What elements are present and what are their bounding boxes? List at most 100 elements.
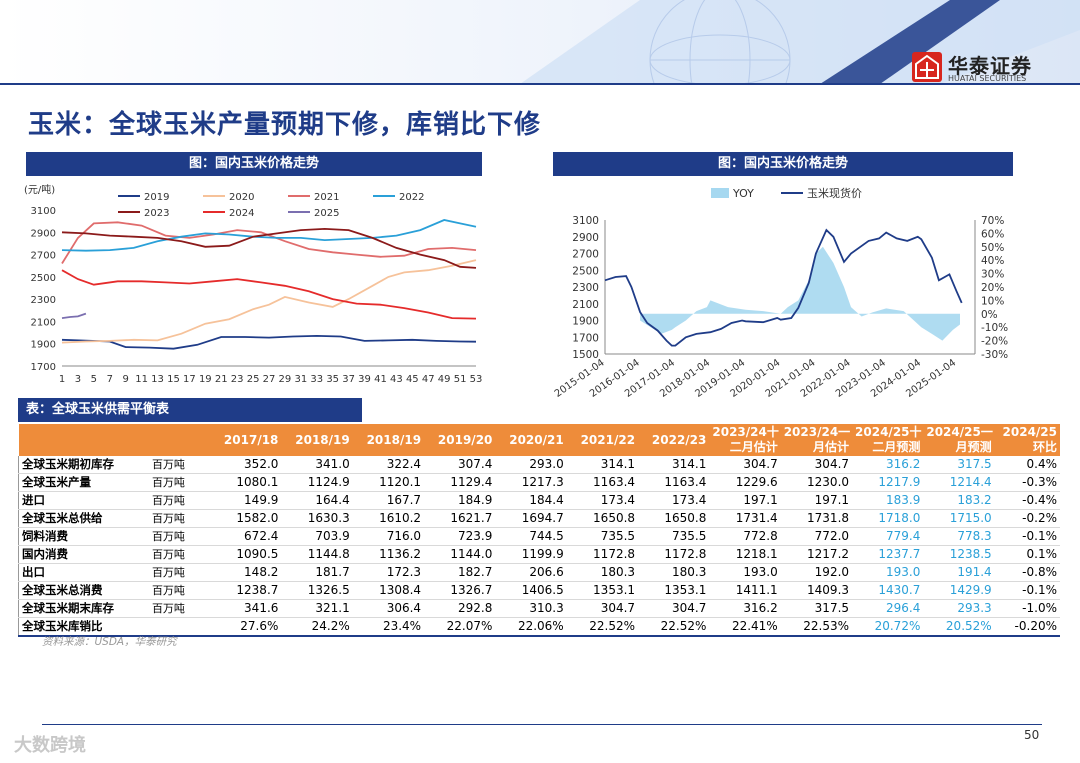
chart1-xtick-label: 39	[358, 374, 371, 385]
logo-text: 华泰证券	[948, 54, 1032, 78]
table-cell: 316.2	[852, 456, 924, 474]
table-cell: 20.72%	[852, 617, 924, 637]
table-cell: 184.9	[424, 491, 496, 510]
table-cell: 1650.8	[638, 509, 710, 528]
chart1-unit-label: (元/吨)	[24, 183, 55, 196]
table-header-cell: 2018/19	[281, 424, 353, 456]
table-cell: 22.06%	[495, 617, 567, 637]
table-cell: 1308.4	[352, 581, 425, 600]
table-cell: 1163.4	[638, 473, 710, 492]
table-cell: 184.4	[495, 491, 567, 510]
header-line1: 2022/23	[651, 432, 707, 447]
chart2-ytick-label: 2900	[572, 232, 599, 244]
table-cell: 1411.1	[709, 581, 781, 600]
chart1-legend-label: 2020	[229, 192, 254, 203]
logo-subtext: HUATAI SECURITIES	[948, 74, 1027, 83]
table-cell: 1621.7	[424, 509, 496, 528]
chart1-ytick-label: 2900	[31, 228, 56, 239]
chart1-series-2022	[61, 219, 477, 252]
chart1-xtick-label: 35	[326, 374, 339, 385]
chart2-y2tick-label: 10%	[981, 295, 1004, 307]
chart2-legend-swatch-yoy	[711, 188, 729, 198]
table-cell: 1630.3	[281, 509, 353, 528]
chart2-series-spot-price	[604, 228, 963, 347]
table-caption: 表：全球玉米供需平衡表	[18, 398, 362, 422]
table-header-cell: 2017/18	[210, 424, 282, 456]
row-unit: 百万吨	[148, 563, 211, 582]
table-cell: 148.2	[210, 563, 282, 582]
table-cell: 341.6	[210, 599, 282, 618]
table-cell: 1353.1	[638, 581, 710, 600]
table-cell: 1129.4	[424, 473, 496, 492]
table-cell: 306.4	[352, 599, 425, 618]
table-cell: 1172.8	[638, 545, 710, 564]
table-cell: 1694.7	[495, 509, 567, 528]
page-title: 玉米：全球玉米产量预期下修，库销比下修	[28, 110, 542, 140]
footer-divider	[42, 724, 1042, 725]
chart2-y2tick-label: -10%	[981, 322, 1008, 334]
table-cell: 723.9	[424, 527, 496, 546]
table-row: 出口 百万吨 148.2 181.7 172.3 182.7 206.6 180.3 180.3…	[17, 563, 1060, 582]
chart2-legend-label: YOY	[732, 187, 754, 200]
chart1-ytick-label: 2700	[31, 251, 56, 262]
table-body: 全球玉米期初库存 百万吨 352.0 341.0 322.4 307.4 293.0 314.…	[17, 456, 1060, 637]
chart1-legend-label: 2023	[144, 208, 169, 219]
table-cell: 1163.4	[566, 473, 639, 492]
table-cell: 317.5	[780, 599, 853, 618]
chart1-xtick-label: 51	[454, 374, 467, 385]
table-cell: 314.1	[638, 456, 710, 474]
table-cell: 0.4%	[994, 456, 1060, 474]
table-cell: 772.0	[780, 527, 853, 546]
table-cell: 703.9	[281, 527, 353, 546]
table-row: 进口 百万吨 149.9 164.4 167.7 184.9 184.4 173.4 173.4…	[17, 491, 1060, 510]
table-cell: 1144.8	[281, 545, 353, 564]
table-header-cell: 2018/19	[352, 424, 425, 456]
chart1-ytick-label: 1700	[31, 362, 56, 373]
table-cell: 173.4	[638, 491, 710, 510]
chart1-xtick-label: 27	[263, 374, 276, 385]
table-cell: 779.4	[852, 527, 924, 546]
table-cell: 1217.9	[852, 473, 924, 492]
chart1-xtick-label: 49	[438, 374, 451, 385]
table-cell: 1120.1	[352, 473, 425, 492]
table-cell: 180.3	[638, 563, 710, 582]
chart1-xtick-label: 47	[422, 374, 435, 385]
table-cell: 22.52%	[566, 617, 639, 637]
page-number: 50	[1024, 728, 1040, 742]
table-row: 全球玉米期初库存 百万吨 352.0 341.0 322.4 307.4 293.0 314.…	[17, 456, 1060, 474]
chart1-ytick-label: 1900	[31, 340, 56, 351]
chart1-series-2021	[61, 221, 477, 264]
table-cell: 314.1	[566, 456, 639, 474]
chart1-xtick-label: 29	[279, 374, 292, 385]
table-cell: 1610.2	[352, 509, 425, 528]
table-cell: 1218.1	[709, 545, 781, 564]
table-cell: 1731.8	[780, 509, 853, 528]
header-line1: 2023/24一	[783, 425, 851, 439]
table-cell: 1353.1	[566, 581, 639, 600]
chart1-ytick-label: 2500	[31, 273, 56, 284]
table-cell: 20.52%	[923, 617, 995, 637]
chart1-legend-label: 2024	[229, 208, 254, 219]
chart1-series-2025	[61, 312, 87, 319]
table-cell: 1406.5	[495, 581, 567, 600]
chart1-ytick-label: 3100	[31, 206, 56, 217]
table-cell: 735.5	[638, 527, 710, 546]
row-label: 全球玉米期末库存	[17, 599, 149, 618]
table-row: 全球玉米总消费 百万吨 1238.7 1326.5 1308.4 1326.7 1406.5…	[17, 581, 1060, 600]
table-cell: 167.7	[352, 491, 425, 510]
table-cell: 1199.9	[495, 545, 567, 564]
table-header-cell: 2022/23	[638, 424, 710, 456]
table-cell: 307.4	[424, 456, 496, 474]
table-header-row: 2017/18 2018/19 2018/19 2019/20 2020/21 2021/…	[18, 424, 1060, 456]
table-cell: 304.7	[638, 599, 710, 618]
table-cell: 183.9	[852, 491, 924, 510]
row-label: 全球玉米库销比	[17, 617, 149, 637]
row-unit: 百万吨	[148, 545, 211, 564]
row-unit: 百万吨	[148, 491, 211, 510]
chart1-xtick-label: 25	[247, 374, 260, 385]
chart1-xtick-label: 13	[151, 374, 164, 385]
table-header-cell: 2024/25 环比	[994, 424, 1060, 456]
chart2-ytick-label: 3100	[572, 215, 599, 227]
table-cell: 1582.0	[210, 509, 282, 528]
